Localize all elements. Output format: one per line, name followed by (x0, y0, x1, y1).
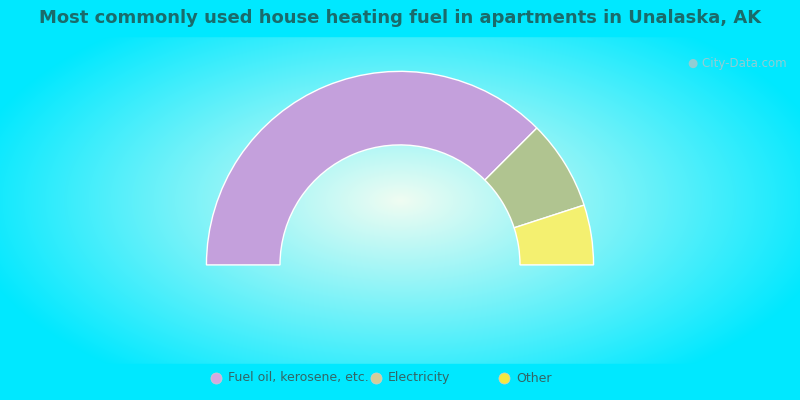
Wedge shape (206, 71, 537, 265)
Bar (0, 364, 800, 400)
Bar (0, 0, 800, 36)
Text: ● City-Data.com: ● City-Data.com (688, 58, 786, 70)
Text: Electricity: Electricity (388, 372, 450, 384)
Text: Most commonly used house heating fuel in apartments in Unalaska, AK: Most commonly used house heating fuel in… (39, 9, 761, 27)
Text: Other: Other (516, 372, 551, 384)
Wedge shape (485, 128, 584, 228)
Wedge shape (514, 205, 594, 265)
Text: Fuel oil, kerosene, etc.: Fuel oil, kerosene, etc. (228, 372, 369, 384)
